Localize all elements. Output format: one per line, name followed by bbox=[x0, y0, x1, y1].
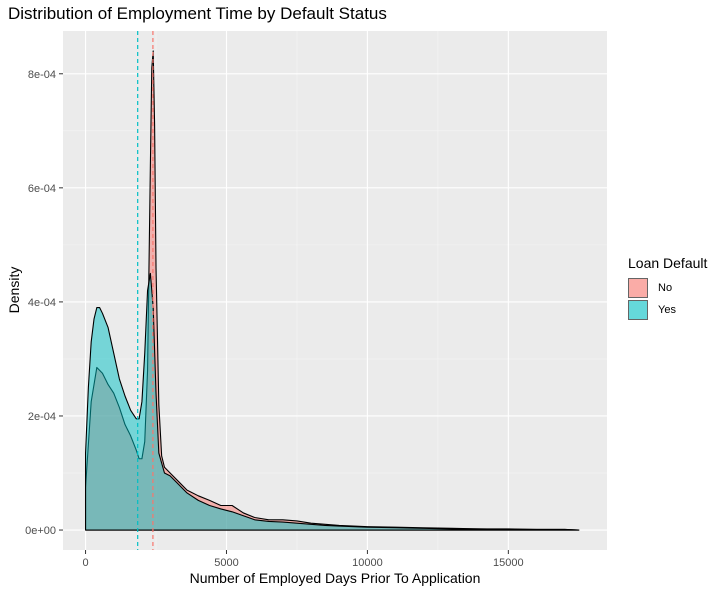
legend-key-no bbox=[628, 278, 648, 298]
x-tick-label: 15000 bbox=[493, 557, 524, 569]
y-tick-label: 8e-04 bbox=[28, 69, 56, 81]
legend-label-yes: Yes bbox=[658, 304, 676, 316]
x-axis-title: Number of Employed Days Prior To Applica… bbox=[190, 570, 481, 586]
legend-item-yes: Yes bbox=[628, 299, 707, 321]
axes: 0 5000 10000 15000 0e+00 2e-04 4e-04 6e-04 8e-04 bbox=[25, 69, 524, 569]
legend-title: Loan Default bbox=[628, 255, 708, 271]
x-tick-label: 10000 bbox=[352, 557, 383, 569]
legend: Loan Default No Yes bbox=[628, 255, 707, 321]
y-tick-label: 2e-04 bbox=[28, 411, 56, 423]
density-areas bbox=[84, 50, 580, 531]
mean-lines bbox=[137, 31, 154, 550]
y-tick-label: 4e-04 bbox=[28, 297, 56, 309]
legend-key-yes bbox=[628, 300, 648, 320]
x-tick-label: 5000 bbox=[214, 557, 238, 569]
legend-item-no: No bbox=[628, 277, 707, 299]
chart-title: Distribution of Employment Time by Defau… bbox=[8, 4, 387, 23]
y-axis-title: Density bbox=[6, 267, 22, 314]
y-tick-label: 6e-04 bbox=[28, 183, 56, 195]
legend-label-no: No bbox=[658, 282, 673, 294]
density-area-yes bbox=[84, 272, 580, 531]
x-tick-label: 0 bbox=[82, 557, 88, 569]
y-tick-label: 0e+00 bbox=[25, 525, 56, 537]
